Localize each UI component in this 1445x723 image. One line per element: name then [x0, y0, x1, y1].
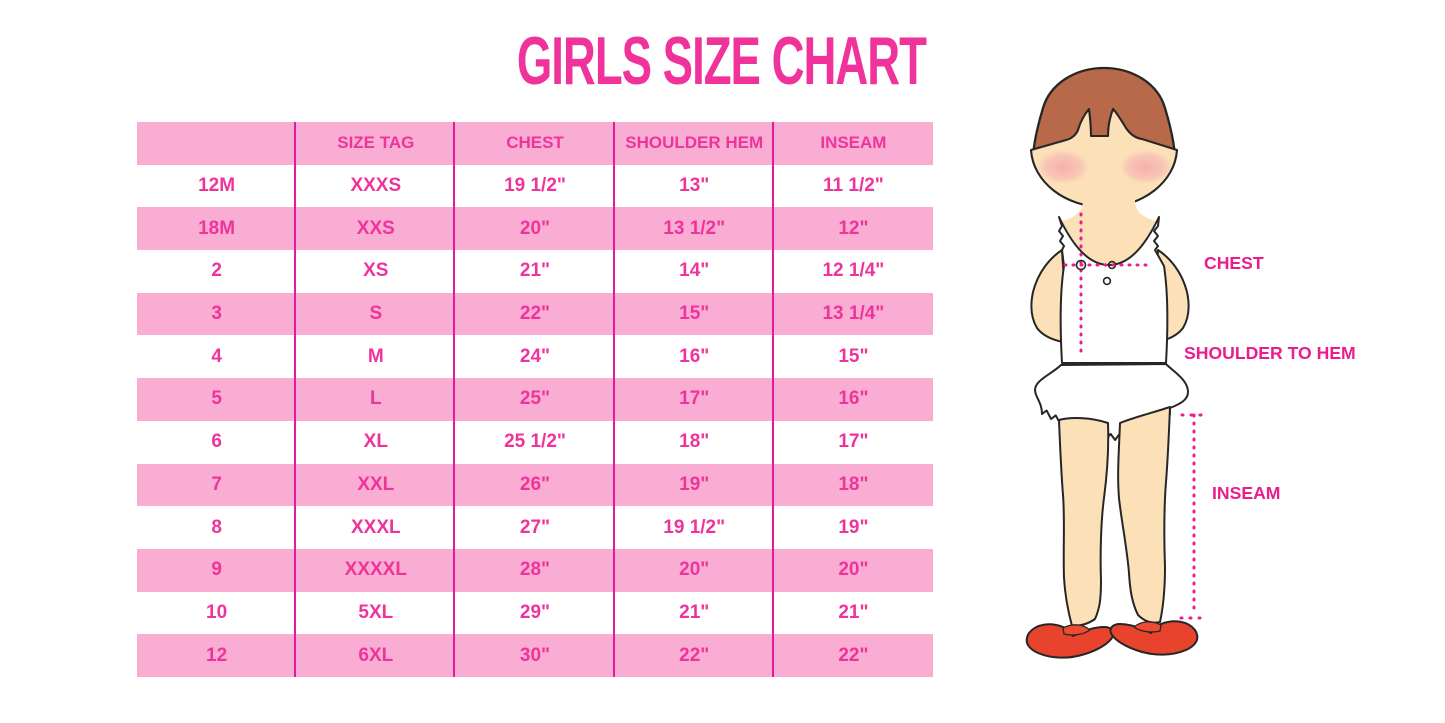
svg-text:INSEAM: INSEAM — [1212, 483, 1280, 503]
svg-text:SHOULDER TO HEM: SHOULDER TO HEM — [1184, 343, 1356, 363]
svg-text:CHEST: CHEST — [1204, 253, 1264, 273]
